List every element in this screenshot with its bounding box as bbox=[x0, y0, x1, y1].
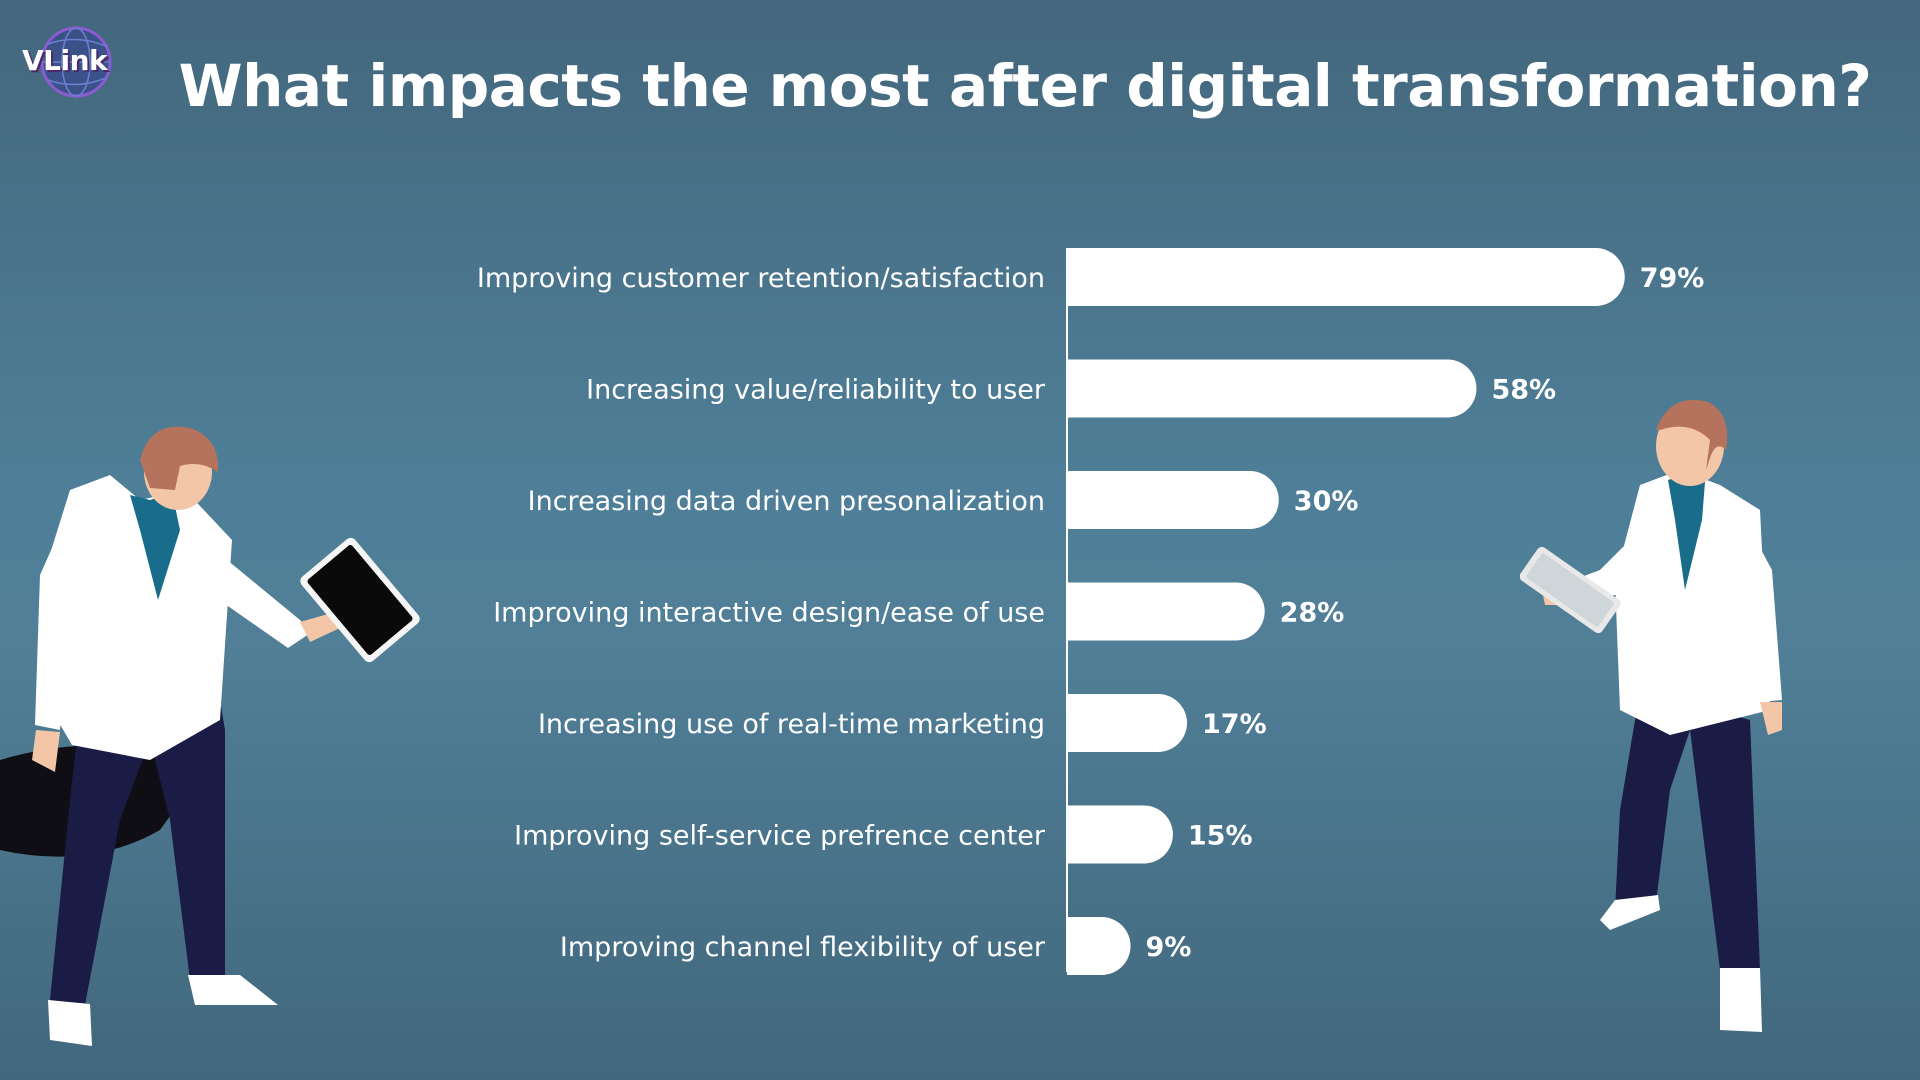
category-label-6: Improving self-service prefrence center bbox=[514, 821, 1046, 852]
page-title: What impacts the most after digital tran… bbox=[178, 52, 1872, 120]
category-label-5: Increasing use of real-time marketing bbox=[538, 709, 1045, 740]
doctor-with-tablet-illustration-right bbox=[1520, 399, 1782, 1032]
category-label-7: Improving channel flexibility of user bbox=[560, 932, 1046, 963]
bar-2 bbox=[1067, 359, 1477, 418]
value-label-6: 15% bbox=[1188, 821, 1253, 852]
category-label-4: Improving interactive design/ease of use bbox=[493, 598, 1045, 629]
bar-4 bbox=[1067, 582, 1265, 641]
category-label-3: Increasing data driven presonalization bbox=[528, 486, 1045, 517]
value-label-3: 30% bbox=[1294, 486, 1359, 517]
bar-7 bbox=[1067, 917, 1131, 975]
value-label-1: 79% bbox=[1640, 263, 1705, 294]
bar-1 bbox=[1067, 248, 1625, 306]
bar-6 bbox=[1067, 805, 1173, 864]
value-label-4: 28% bbox=[1280, 598, 1345, 629]
value-label-7: 9% bbox=[1146, 932, 1192, 963]
category-label-2: Increasing value/reliability to user bbox=[586, 375, 1046, 406]
logo-text: VLink bbox=[22, 44, 108, 77]
bars-group: Improving customer retention/satisfactio… bbox=[477, 248, 1704, 975]
doctor-with-tablet-illustration-left bbox=[0, 426, 420, 1046]
bar-5 bbox=[1067, 694, 1188, 752]
category-label-1: Improving customer retention/satisfactio… bbox=[477, 263, 1045, 294]
value-label-5: 17% bbox=[1202, 709, 1267, 740]
bar-3 bbox=[1067, 471, 1279, 529]
vlink-logo bbox=[40, 26, 112, 98]
value-label-2: 58% bbox=[1491, 375, 1556, 406]
